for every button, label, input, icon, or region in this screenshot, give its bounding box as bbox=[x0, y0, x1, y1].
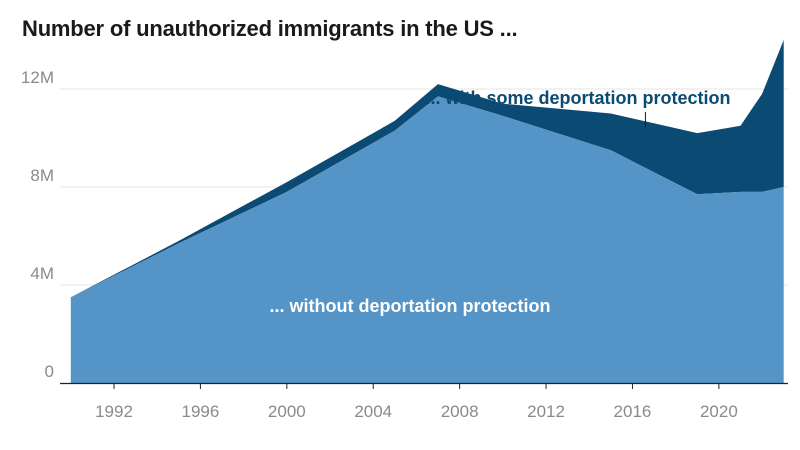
x-tick-label: 2020 bbox=[700, 402, 738, 421]
x-tick-label: 2016 bbox=[614, 402, 652, 421]
x-tick-label: 1992 bbox=[95, 402, 133, 421]
plot-areas bbox=[70, 40, 784, 384]
x-tick-label: 2008 bbox=[441, 402, 479, 421]
x-tick-label: 2000 bbox=[268, 402, 306, 421]
chart-title: Number of unauthorized immigrants in the… bbox=[22, 16, 518, 41]
series-labels: ... without deportation protection ... wi… bbox=[270, 88, 731, 316]
x-tick-label: 2004 bbox=[354, 402, 392, 421]
y-tick-label: 12M bbox=[21, 68, 54, 87]
y-tick-label: 8M bbox=[30, 166, 54, 185]
x-tick-label: 1996 bbox=[182, 402, 220, 421]
series-label-without-protection: ... without deportation protection bbox=[270, 296, 551, 316]
y-tick-label: 4M bbox=[30, 264, 54, 283]
x-tick-label: 2012 bbox=[527, 402, 565, 421]
series-label-with-protection: ... with some deportation protection bbox=[425, 88, 730, 108]
area-without-protection bbox=[70, 96, 784, 384]
axes: 0 4M 8M 12M 1992 1996 2000 2004 2008 2012 2016 2020 bbox=[21, 68, 788, 421]
y-tick-label: 0 bbox=[45, 362, 54, 381]
